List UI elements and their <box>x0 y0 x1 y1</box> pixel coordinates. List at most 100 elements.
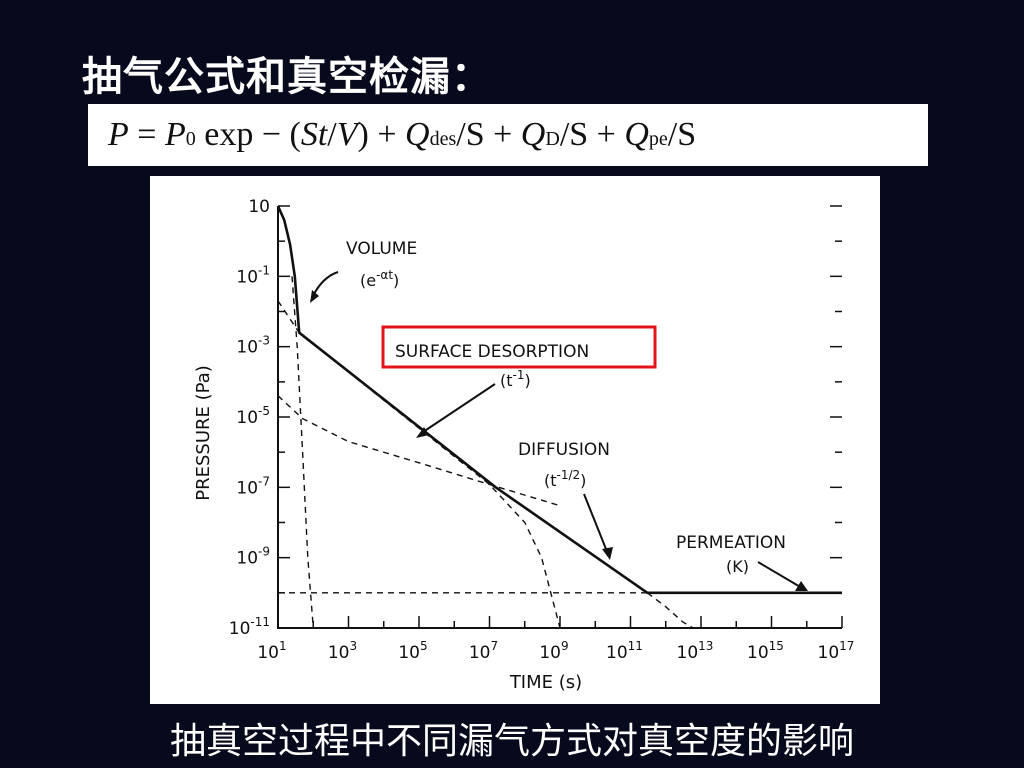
volume-formula-exp: -αt <box>376 268 393 282</box>
volume-arrow <box>312 271 339 297</box>
y-tick-label: 10-3 <box>236 334 270 358</box>
y-tick-exp: -1 <box>258 263 270 277</box>
x-tick-exp: 9 <box>561 639 569 653</box>
surface-formula-base: (t <box>500 371 513 390</box>
x-tick-base: 10 <box>818 643 840 663</box>
x-tick-label: 1017 <box>818 639 855 663</box>
component-curve-4 <box>291 276 314 629</box>
y-tick-base: 10 <box>236 549 258 569</box>
x-tick-label: 107 <box>469 639 498 663</box>
pressure-time-chart: 10 10-1 10-3 10-5 10-7 10-9 10-11 101 103 105 107 1… <box>150 176 880 704</box>
component-curve-5 <box>646 592 694 629</box>
volume-formula-end: ) <box>393 271 399 290</box>
formula-equals: = <box>128 116 165 153</box>
x-tick-exp: 11 <box>628 639 643 653</box>
formula-p0: P <box>164 116 186 153</box>
formula-s2: /S + <box>559 116 625 153</box>
y-tick-base: 10 <box>236 478 258 498</box>
volume-formula: (e-αt) <box>360 268 399 290</box>
x-tick-label: 103 <box>328 639 357 663</box>
x-tick-base: 10 <box>747 643 769 663</box>
diffusion-formula-base: (t <box>544 471 557 490</box>
surface-formula-end: ) <box>524 371 530 390</box>
volume-formula-base: (e <box>360 271 376 290</box>
x-tick-label: 1015 <box>747 639 784 663</box>
x-tick-base: 10 <box>328 643 350 663</box>
diffusion-formula-exp: -1/2 <box>557 468 581 482</box>
y-tick-base: 10 <box>236 267 258 287</box>
permeation-arrow <box>757 561 803 589</box>
surface-formula-exp: -1 <box>513 368 525 382</box>
diffusion-label: DIFFUSION <box>518 440 610 460</box>
formula-v: V <box>336 116 358 153</box>
x-tick-base: 10 <box>257 643 279 663</box>
y-tick-exp: -9 <box>258 545 270 559</box>
x-tick-base: 10 <box>469 643 491 663</box>
x-tick-base: 10 <box>677 643 699 663</box>
y-tick-exp: -7 <box>258 474 270 488</box>
y-tick-base: 10 <box>236 338 258 358</box>
x-tick-exp: 17 <box>839 639 854 653</box>
formula-qd-sub: D <box>545 127 560 150</box>
y-tick-label: 10-1 <box>236 263 270 287</box>
y-tick-label: 10-5 <box>236 404 270 428</box>
formula-qd: Q <box>520 116 546 153</box>
surface-label: SURFACE DESORPTION <box>395 342 589 362</box>
x-tick-base: 10 <box>606 643 628 663</box>
x-tick-base: 10 <box>398 643 420 663</box>
x-tick-exp: 3 <box>350 639 358 653</box>
formula-plus1: ) + <box>357 116 406 153</box>
y-tick-exp: -3 <box>258 334 270 348</box>
y-tick-exp: -11 <box>250 615 270 629</box>
x-tick-label: 105 <box>398 639 427 663</box>
x-tick-label: 1011 <box>606 639 643 663</box>
formula-st: St <box>300 116 328 153</box>
surface-formula: (t-1) <box>500 368 531 390</box>
formula-qpe: Q <box>624 116 649 153</box>
formula-qpe-sub: pe <box>648 127 668 150</box>
x-tick-exp: 1 <box>279 639 287 653</box>
surface-highlight-box <box>381 325 657 369</box>
permeation-label: PERMEATION <box>676 533 786 553</box>
permeation-formula: (K) <box>726 557 749 576</box>
total-pressure-curve <box>276 205 842 595</box>
x-tick-exp: 7 <box>491 639 499 653</box>
formula-p0-sub: 0 <box>185 127 196 150</box>
formula-s1: /S + <box>456 116 521 153</box>
y-tick-base: 10 <box>248 197 270 217</box>
y-tick-label: 10 <box>248 197 270 217</box>
formula-s3: /S <box>667 116 697 153</box>
plot-axes <box>277 206 842 629</box>
y-tick-base: 10 <box>236 408 258 428</box>
x-tick-label: 101 <box>257 639 286 663</box>
permeation-arrowhead <box>795 581 808 591</box>
x-tick-label: 1013 <box>677 639 714 663</box>
x-tick-exp: 13 <box>698 639 713 653</box>
formula-qdes: Q <box>405 116 430 153</box>
diffusion-formula: (t-1/2) <box>544 468 586 490</box>
component-curve-2 <box>277 395 561 507</box>
formula-slash: / <box>327 116 337 153</box>
formula-p: P <box>108 116 129 153</box>
y-tick-label: 10-11 <box>229 615 270 639</box>
slide-title: 抽气公式和真空检漏： <box>82 53 492 100</box>
volume-arrowhead <box>310 290 319 303</box>
diffusion-arrowhead <box>602 547 613 560</box>
x-tick-label: 109 <box>539 639 568 663</box>
x-tick-base: 10 <box>539 643 561 663</box>
y-tick-label: 10-7 <box>236 474 270 498</box>
diffusion-formula-end: ) <box>580 471 586 490</box>
x-tick-exp: 5 <box>420 639 428 653</box>
y-axis-label: PRESSURE (Pa) <box>193 365 214 500</box>
surface-arrowhead <box>416 427 429 438</box>
diffusion-arrow <box>583 493 609 555</box>
x-axis-label: TIME (s) <box>509 672 582 693</box>
formula-qdes-sub: des <box>429 127 457 150</box>
surface-arrow <box>419 383 496 435</box>
formula-exp: exp − ( <box>195 116 301 153</box>
y-tick-exp: -5 <box>258 404 270 418</box>
x-tick-exp: 15 <box>769 639 784 653</box>
y-tick-base: 10 <box>229 619 251 639</box>
